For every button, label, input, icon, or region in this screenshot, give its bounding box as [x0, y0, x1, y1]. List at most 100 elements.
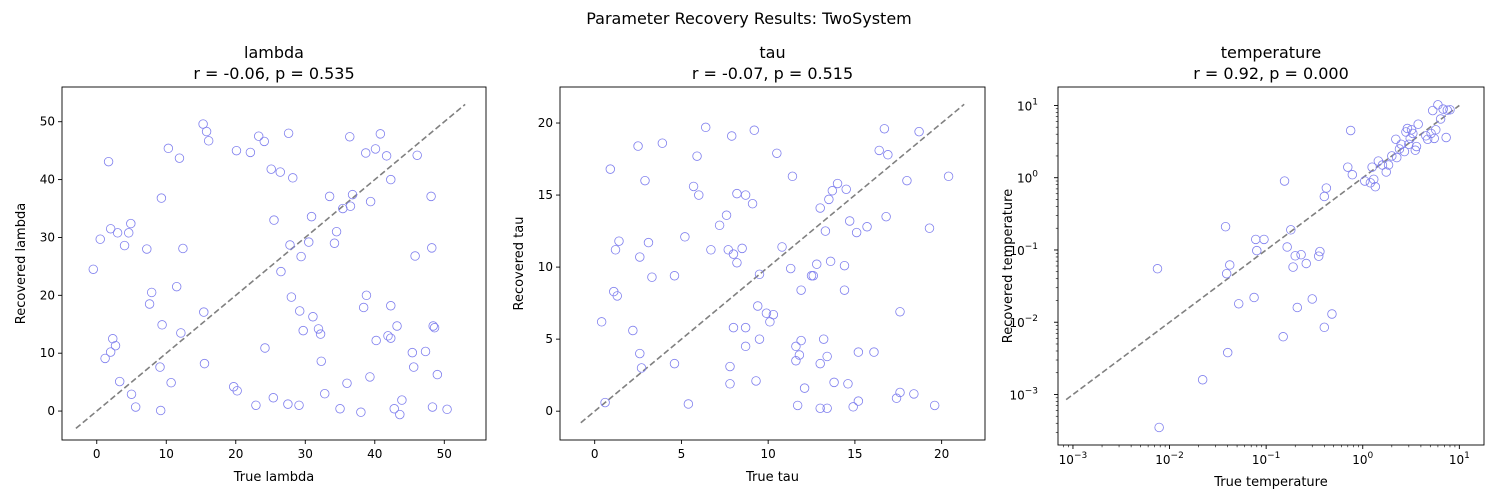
data-point	[178, 243, 188, 254]
data-point	[841, 184, 851, 194]
data-point	[1370, 182, 1381, 192]
data-point	[851, 227, 862, 238]
data-point	[848, 402, 858, 412]
data-point	[375, 129, 386, 139]
figure-suptitle: Parameter Recovery Results: TwoSystem	[586, 9, 912, 28]
y-tick-label: 100	[1017, 170, 1038, 186]
panel-subtitle: r = -0.07, p = 0.515	[692, 64, 853, 83]
data-point	[285, 240, 295, 250]
x-tick-label: 50	[437, 447, 452, 461]
data-point	[157, 320, 167, 330]
data-point	[786, 263, 796, 274]
x-tick-label: 10−3	[1059, 451, 1088, 467]
data-point	[100, 353, 110, 364]
x-tick-label: 101	[1449, 451, 1470, 467]
data-point	[112, 228, 123, 238]
data-point	[308, 312, 318, 322]
scatter-panel-3: temperature r = 0.92, p = 0.000 10−3 10−2 10…	[1001, 43, 1485, 490]
data-point	[1345, 125, 1356, 136]
data-point	[110, 340, 121, 351]
data-point	[808, 271, 818, 281]
data-point	[806, 271, 817, 281]
data-point	[231, 145, 242, 156]
plot-area	[580, 103, 965, 424]
data-point	[105, 347, 116, 357]
data-point	[1428, 105, 1438, 116]
data-point	[1431, 125, 1441, 135]
data-point	[640, 175, 650, 186]
data-point	[1319, 322, 1330, 333]
data-point	[365, 372, 375, 382]
data-point	[130, 402, 141, 412]
data-point	[701, 122, 711, 133]
data-point	[1442, 105, 1452, 115]
data-point	[266, 164, 276, 174]
data-point	[412, 150, 422, 160]
x-tick-label: 20	[228, 447, 243, 461]
y-tick-label: 0	[545, 404, 553, 418]
y-tick-label: 30	[40, 230, 55, 244]
data-point	[306, 211, 317, 222]
x-tick-label: 30	[298, 447, 313, 461]
data-point	[909, 389, 919, 399]
data-point	[254, 131, 264, 141]
x-tick-label: 5	[678, 447, 686, 461]
data-point	[1438, 104, 1448, 114]
data-point	[1408, 128, 1418, 139]
data-point	[818, 334, 829, 344]
x-axis-label: True lambda	[233, 470, 314, 485]
data-point	[610, 245, 621, 255]
data-point	[815, 358, 825, 369]
data-point	[669, 271, 680, 281]
x-tick-label: 10−1	[1252, 451, 1281, 467]
axes-frame	[61, 86, 487, 441]
y-tick-label: 10	[40, 346, 55, 360]
panel-title: temperature	[1221, 43, 1322, 62]
data-point	[628, 325, 638, 336]
data-point	[612, 291, 622, 301]
x-tick-label: 0	[591, 447, 599, 461]
data-point	[389, 404, 399, 414]
data-point	[1259, 234, 1269, 245]
data-point	[794, 350, 805, 360]
data-point	[787, 171, 798, 182]
axes-frame	[559, 86, 986, 441]
data-point	[714, 220, 725, 231]
data-point	[126, 389, 137, 399]
data-point	[316, 356, 326, 366]
data-point	[428, 321, 438, 331]
data-point	[171, 281, 182, 292]
data-point	[635, 348, 645, 359]
data-point	[772, 148, 782, 158]
data-point	[320, 389, 330, 399]
y-axis-label: Recovered lambda	[14, 203, 29, 324]
data-point	[657, 138, 668, 148]
data-point	[203, 136, 214, 146]
data-point	[105, 224, 116, 234]
data-point	[1290, 251, 1300, 261]
data-point	[283, 128, 294, 138]
data-point	[895, 307, 905, 317]
data-point	[427, 402, 438, 412]
data-point	[95, 234, 105, 244]
data-point	[124, 228, 134, 238]
data-point	[1413, 119, 1423, 129]
data-point	[891, 393, 902, 403]
data-point	[1391, 134, 1401, 145]
y-tick-label: 15	[538, 188, 553, 202]
x-tick-label: 20	[934, 447, 949, 461]
data-point	[427, 243, 437, 253]
data-point	[163, 143, 174, 154]
data-point	[283, 399, 293, 409]
data-point	[683, 399, 694, 409]
data-point	[605, 164, 616, 174]
data-point	[386, 301, 396, 311]
data-point	[365, 196, 376, 207]
data-point	[721, 210, 732, 220]
data-point	[815, 403, 825, 414]
data-point	[126, 218, 136, 229]
data-point	[832, 178, 843, 189]
data-point	[1435, 114, 1446, 124]
data-point	[725, 379, 735, 389]
